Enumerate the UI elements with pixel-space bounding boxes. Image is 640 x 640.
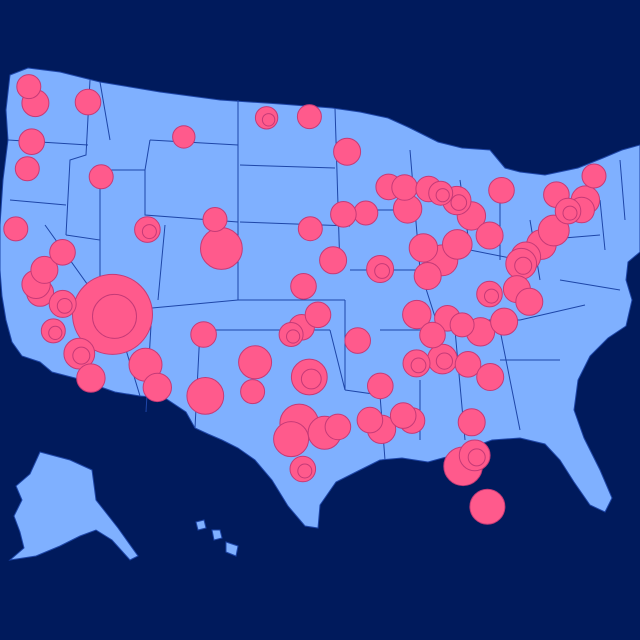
alaska-shape	[8, 451, 139, 561]
city-bubble	[333, 137, 362, 166]
city-bubble	[469, 488, 506, 525]
city-bubble-ring	[435, 188, 450, 203]
city-bubble	[3, 216, 29, 242]
hawaii-shape	[195, 519, 239, 557]
city-bubble-ring	[467, 448, 486, 467]
city-bubble	[475, 221, 504, 250]
city-bubble	[72, 273, 153, 355]
city-bubble	[273, 421, 310, 458]
city-bubble	[289, 455, 317, 483]
city-bubble	[356, 406, 384, 434]
city-bubble-ring	[261, 113, 276, 127]
city-bubble-ring	[72, 346, 91, 365]
city-bubble	[490, 307, 519, 336]
city-bubble	[454, 351, 482, 378]
city-bubble-ring	[450, 194, 468, 211]
city-bubble	[442, 229, 473, 260]
city-bubble	[254, 106, 279, 130]
city-bubble	[278, 322, 304, 347]
city-bubble	[190, 321, 217, 348]
city-bubble	[290, 273, 317, 300]
city-bubble	[488, 177, 515, 204]
city-bubble-ring	[297, 463, 313, 479]
city-bubble	[344, 327, 372, 354]
city-bubble-ring	[374, 263, 391, 279]
city-bubble	[367, 372, 394, 400]
city-bubble-ring	[410, 357, 427, 374]
city-bubble-ring	[435, 352, 453, 370]
city-bubble	[319, 246, 348, 275]
city-bubble	[16, 74, 42, 100]
city-bubble	[476, 280, 503, 308]
city-bubble	[554, 197, 582, 225]
city-bubble-ring	[562, 205, 578, 221]
city-bubble	[240, 379, 266, 405]
city-bubble-ring	[286, 329, 301, 344]
city-bubble	[48, 289, 77, 318]
city-bubble	[238, 345, 273, 380]
city-bubble	[30, 255, 59, 284]
city-bubble	[49, 239, 76, 266]
city-bubble-ring	[92, 293, 137, 339]
city-bubble	[18, 128, 46, 155]
city-bubble	[297, 216, 323, 242]
city-bubble-ring	[141, 224, 157, 240]
bubble-layer	[3, 74, 607, 525]
city-bubble	[449, 312, 475, 338]
city-bubble	[74, 88, 102, 116]
city-bubble	[413, 262, 442, 290]
city-bubble-ring	[48, 325, 63, 340]
city-bubble	[402, 349, 431, 378]
city-bubble	[142, 372, 173, 403]
city-bubble	[88, 164, 114, 190]
city-bubble	[200, 227, 243, 270]
city-bubble	[40, 318, 66, 344]
city-bubble	[290, 358, 328, 396]
city-bubble	[353, 200, 379, 226]
city-bubble	[402, 299, 432, 330]
city-bubble	[324, 413, 352, 441]
city-bubble-ring	[56, 298, 73, 314]
city-bubble	[419, 321, 446, 349]
city-bubble	[389, 402, 417, 429]
city-bubble	[537, 214, 570, 247]
city-bubble	[408, 233, 439, 263]
city-bubble	[202, 207, 228, 232]
city-bubble	[186, 377, 225, 415]
city-bubble	[14, 156, 40, 182]
city-bubble	[457, 408, 486, 437]
city-bubble-ring	[514, 256, 533, 275]
city-bubble	[581, 163, 607, 189]
city-bubble	[505, 247, 538, 280]
city-bubble	[458, 439, 491, 472]
city-bubble	[366, 255, 395, 283]
city-bubble	[476, 363, 505, 391]
city-bubble	[76, 363, 106, 393]
city-bubble	[515, 287, 544, 316]
city-bubble	[330, 201, 357, 228]
city-bubble	[172, 125, 196, 149]
city-bubble	[296, 104, 322, 130]
city-bubble-ring	[484, 288, 499, 304]
city-bubble	[304, 301, 332, 329]
city-bubble-ring	[300, 368, 322, 390]
city-bubble	[134, 216, 161, 243]
city-bubble	[391, 174, 418, 201]
city-bubble	[428, 180, 454, 206]
